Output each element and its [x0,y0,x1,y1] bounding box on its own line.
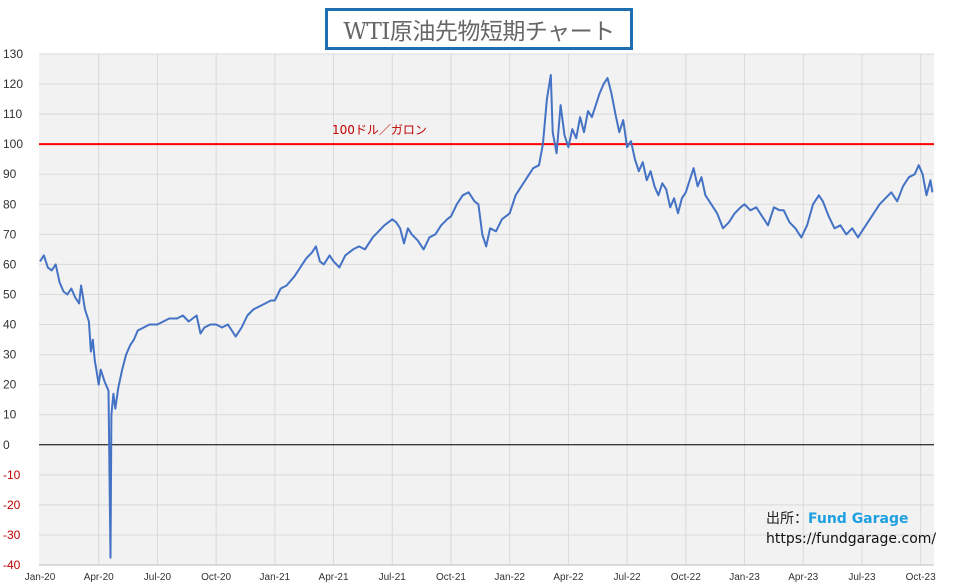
x-tick-label: Jul-21 [379,572,407,583]
y-tick-label: 80 [3,197,17,211]
source-prefix: 出所： [766,511,808,527]
x-tick-label: Apr-23 [788,572,818,583]
reference-line-label: 100ドル／ガロン [332,123,427,137]
x-tick-label: Jan-23 [729,572,760,583]
source-label: 出所：Fund Garage [766,508,909,528]
source-url: https://fundgarage.com/ [766,531,937,547]
y-tick-label: 20 [3,378,17,392]
y-tick-label: 120 [3,77,23,91]
y-tick-label: -20 [3,498,21,512]
y-tick-label: 40 [3,318,17,332]
y-tick-label: 110 [3,107,22,121]
y-tick-label: 60 [3,257,17,271]
y-tick-label: -40 [3,558,21,572]
chart-title: WTI原油先物短期チャート [325,8,633,50]
y-tick-label: -10 [3,468,21,482]
x-tick-label: Jul-23 [848,572,876,583]
y-tick-label: -30 [3,528,21,542]
source-brand: Fund Garage [808,511,909,527]
x-tick-label: Apr-20 [84,572,114,583]
y-tick-label: 90 [3,167,17,181]
y-axis: 1301201101009080706050403020100-10-20-30… [3,47,23,572]
x-tick-label: Oct-22 [671,572,701,583]
x-tick-label: Oct-23 [906,572,936,583]
x-tick-label: Jan-21 [260,572,291,583]
x-tick-label: Jul-22 [613,572,641,583]
y-tick-label: 100 [3,137,23,151]
x-tick-label: Oct-20 [201,572,231,583]
y-tick-label: 0 [3,438,10,452]
y-tick-label: 30 [3,348,17,362]
x-tick-label: Jan-22 [494,572,525,583]
x-axis: Jan-20 Apr-20 Jul-20 Oct-20 Jan-21 Apr-21 Jul-… [25,572,936,583]
x-tick-label: Apr-21 [319,572,349,583]
x-tick-label: Jan-20 [25,572,56,583]
y-tick-label: 70 [3,227,17,241]
series-line-wti [39,74,934,559]
plot-area [39,54,934,565]
x-tick-label: Jul-20 [144,572,172,583]
y-tick-label: 50 [3,287,17,301]
x-tick-label: Apr-22 [553,572,583,583]
x-tick-label: Oct-21 [436,572,466,583]
reference-lines [39,143,934,446]
y-tick-label: 130 [3,47,23,61]
y-tick-label: 10 [3,408,17,422]
